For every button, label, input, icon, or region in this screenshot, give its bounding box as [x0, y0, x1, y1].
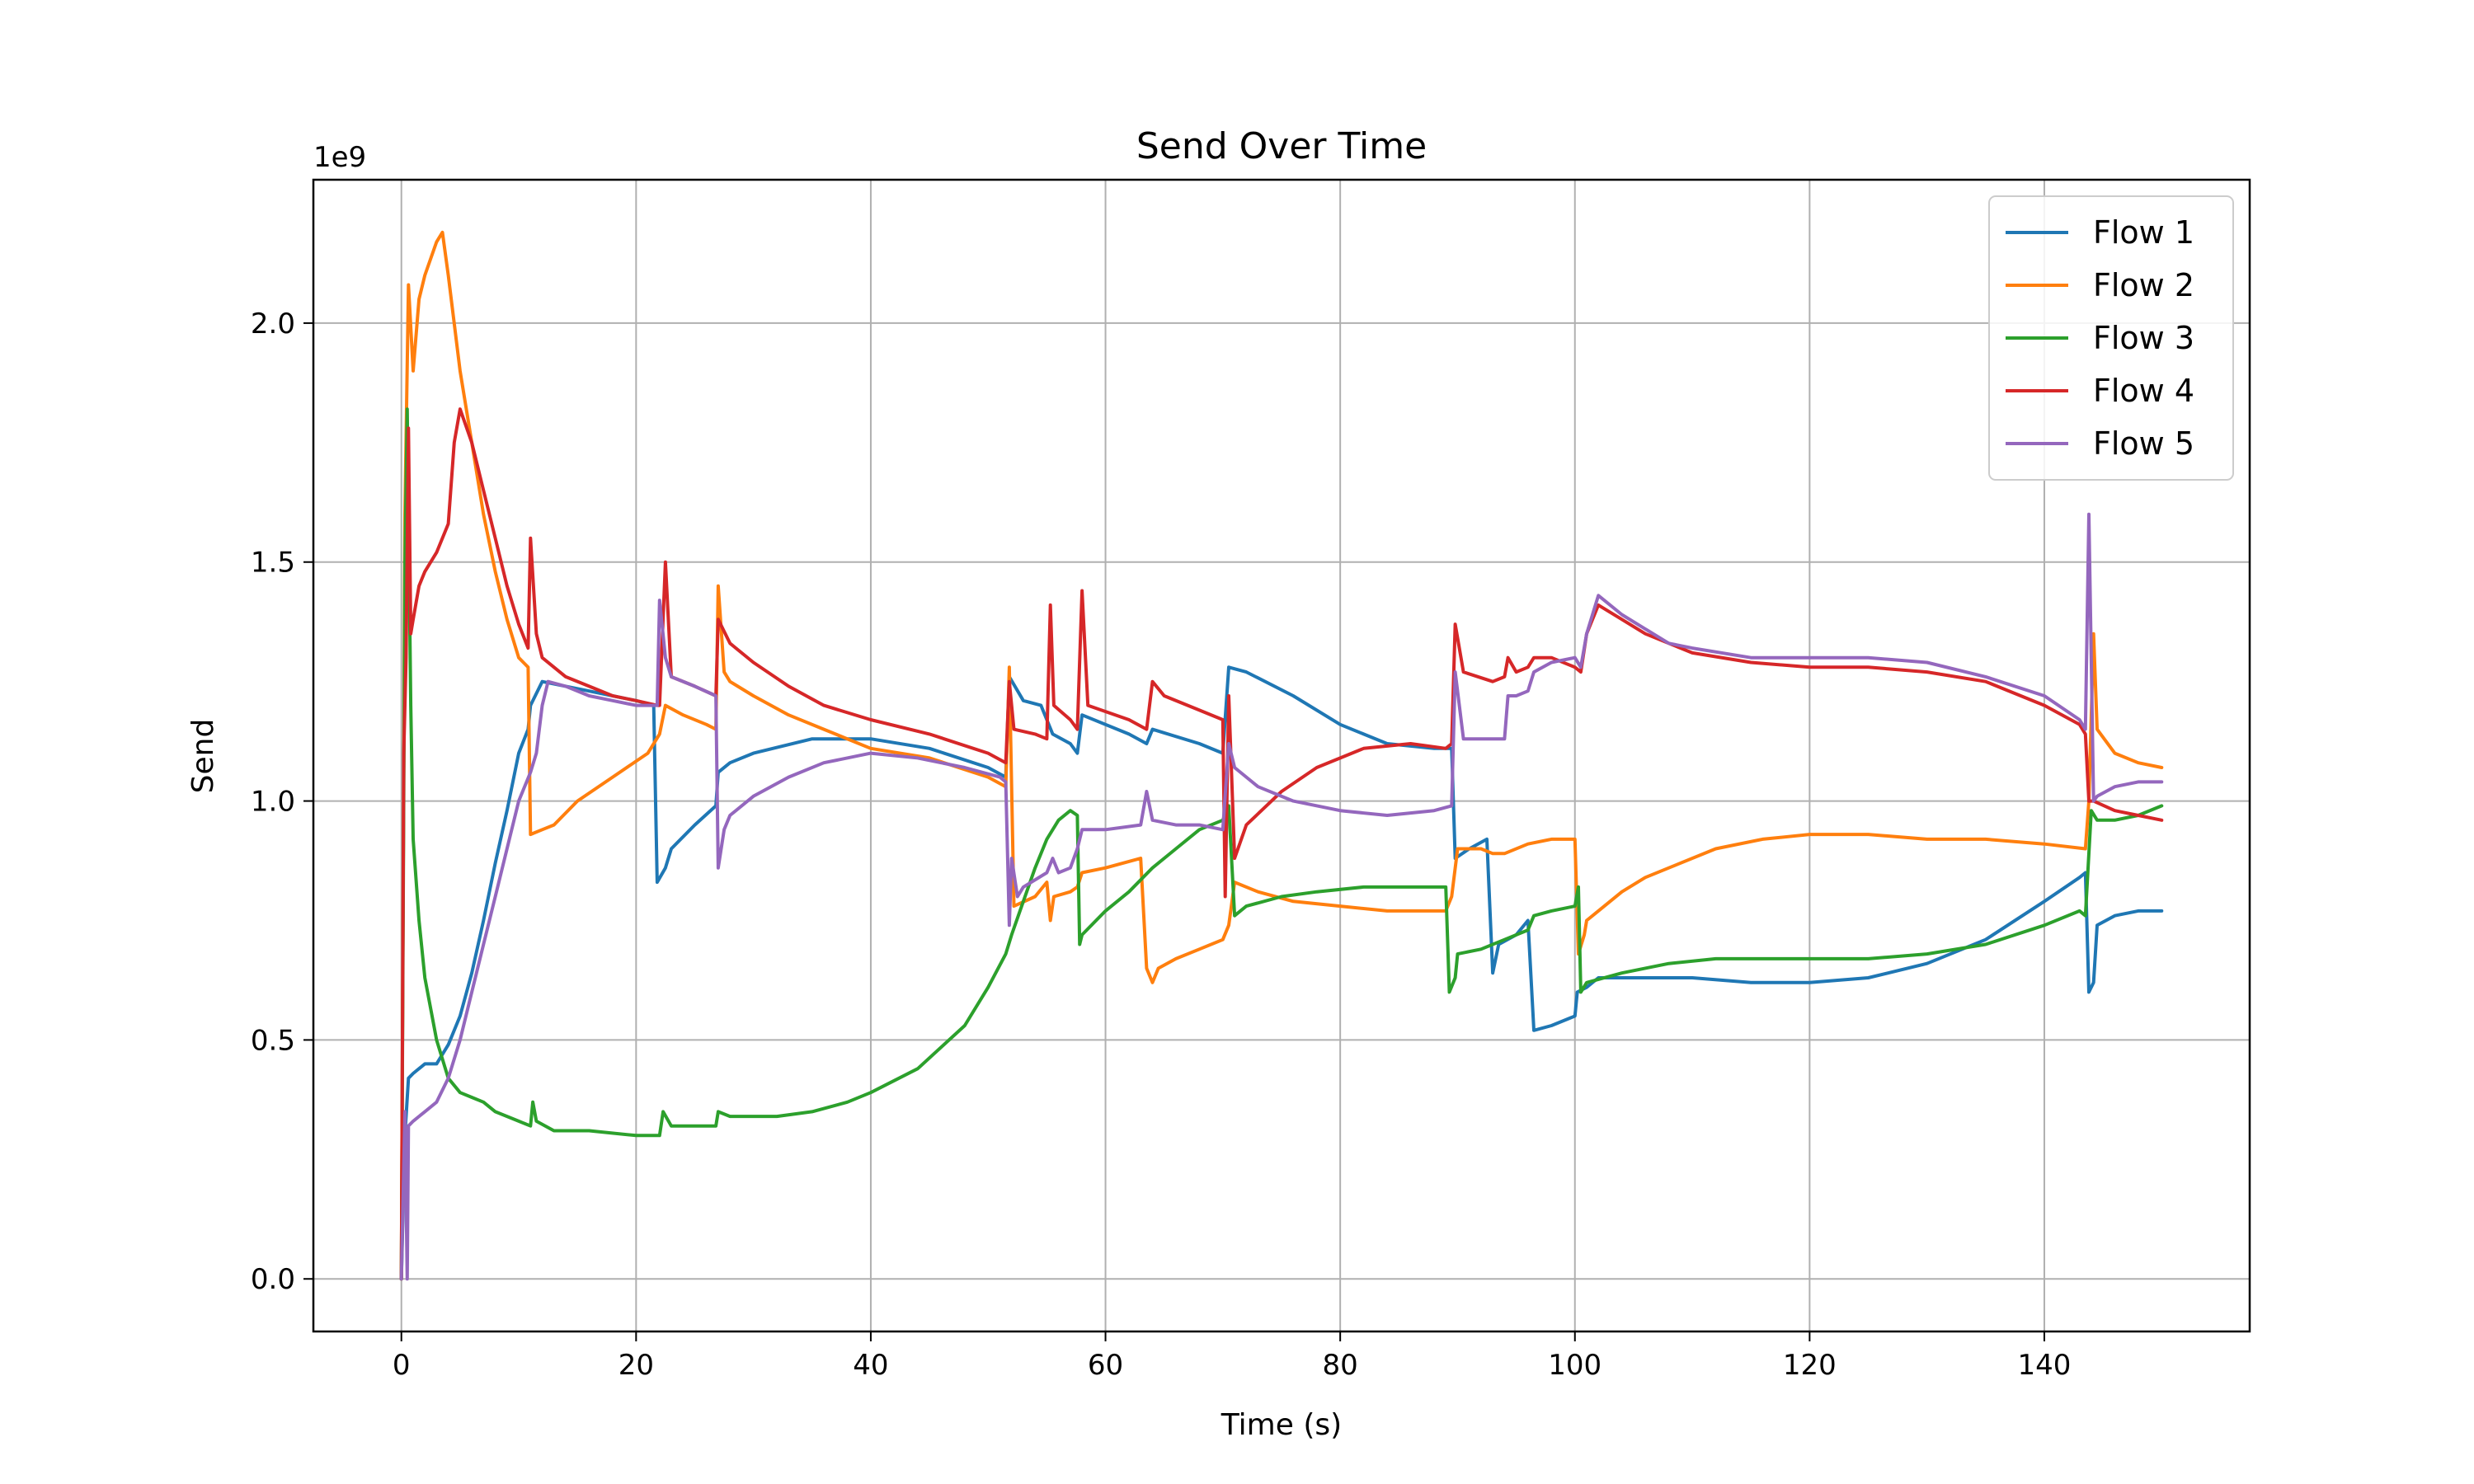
y-tick-label: 1.5 [251, 547, 295, 580]
legend-label: Flow 5 [2093, 425, 2194, 462]
x-tick-label: 120 [1783, 1349, 1837, 1382]
x-tick-label: 100 [1548, 1349, 1602, 1382]
legend-label: Flow 1 [2093, 214, 2194, 251]
legend-label: Flow 3 [2093, 320, 2194, 356]
x-axis-title: Time (s) [1221, 1408, 1342, 1442]
y-offset-label: 1e9 [313, 141, 366, 174]
chart-title: Send Over Time [1136, 125, 1427, 167]
y-tick-label: 1.0 [251, 786, 295, 819]
x-tick-label: 20 [618, 1349, 654, 1382]
x-tick-label: 0 [393, 1349, 411, 1382]
x-tick-label: 80 [1323, 1349, 1358, 1382]
series-line-5 [399, 512, 2164, 1281]
legend: Flow 1 Flow 2 Flow 3 Flow 4 Flow 5 [1988, 195, 2234, 481]
plot-frame [312, 178, 2251, 1333]
x-tick-label: 40 [853, 1349, 888, 1382]
y-tick-label: 0.5 [251, 1024, 295, 1057]
axis-ticks: 0 20 40 60 80 100 120 140 0.0 0.5 1.0 1.5 2.0 [251, 308, 2072, 1382]
x-tick-label: 60 [1088, 1349, 1123, 1382]
y-axis-title: Send [186, 719, 220, 794]
legend-label: Flow 4 [2093, 373, 2194, 409]
plot-series [399, 230, 2164, 1281]
legend-label: Flow 2 [2093, 267, 2194, 303]
series-line-4 [399, 407, 2164, 1281]
legend-box [1988, 195, 2234, 481]
y-tick-label: 2.0 [251, 308, 295, 340]
series-line-3 [399, 407, 2164, 1281]
x-tick-label: 140 [2018, 1349, 2072, 1382]
y-tick-label: 0.0 [251, 1263, 295, 1296]
